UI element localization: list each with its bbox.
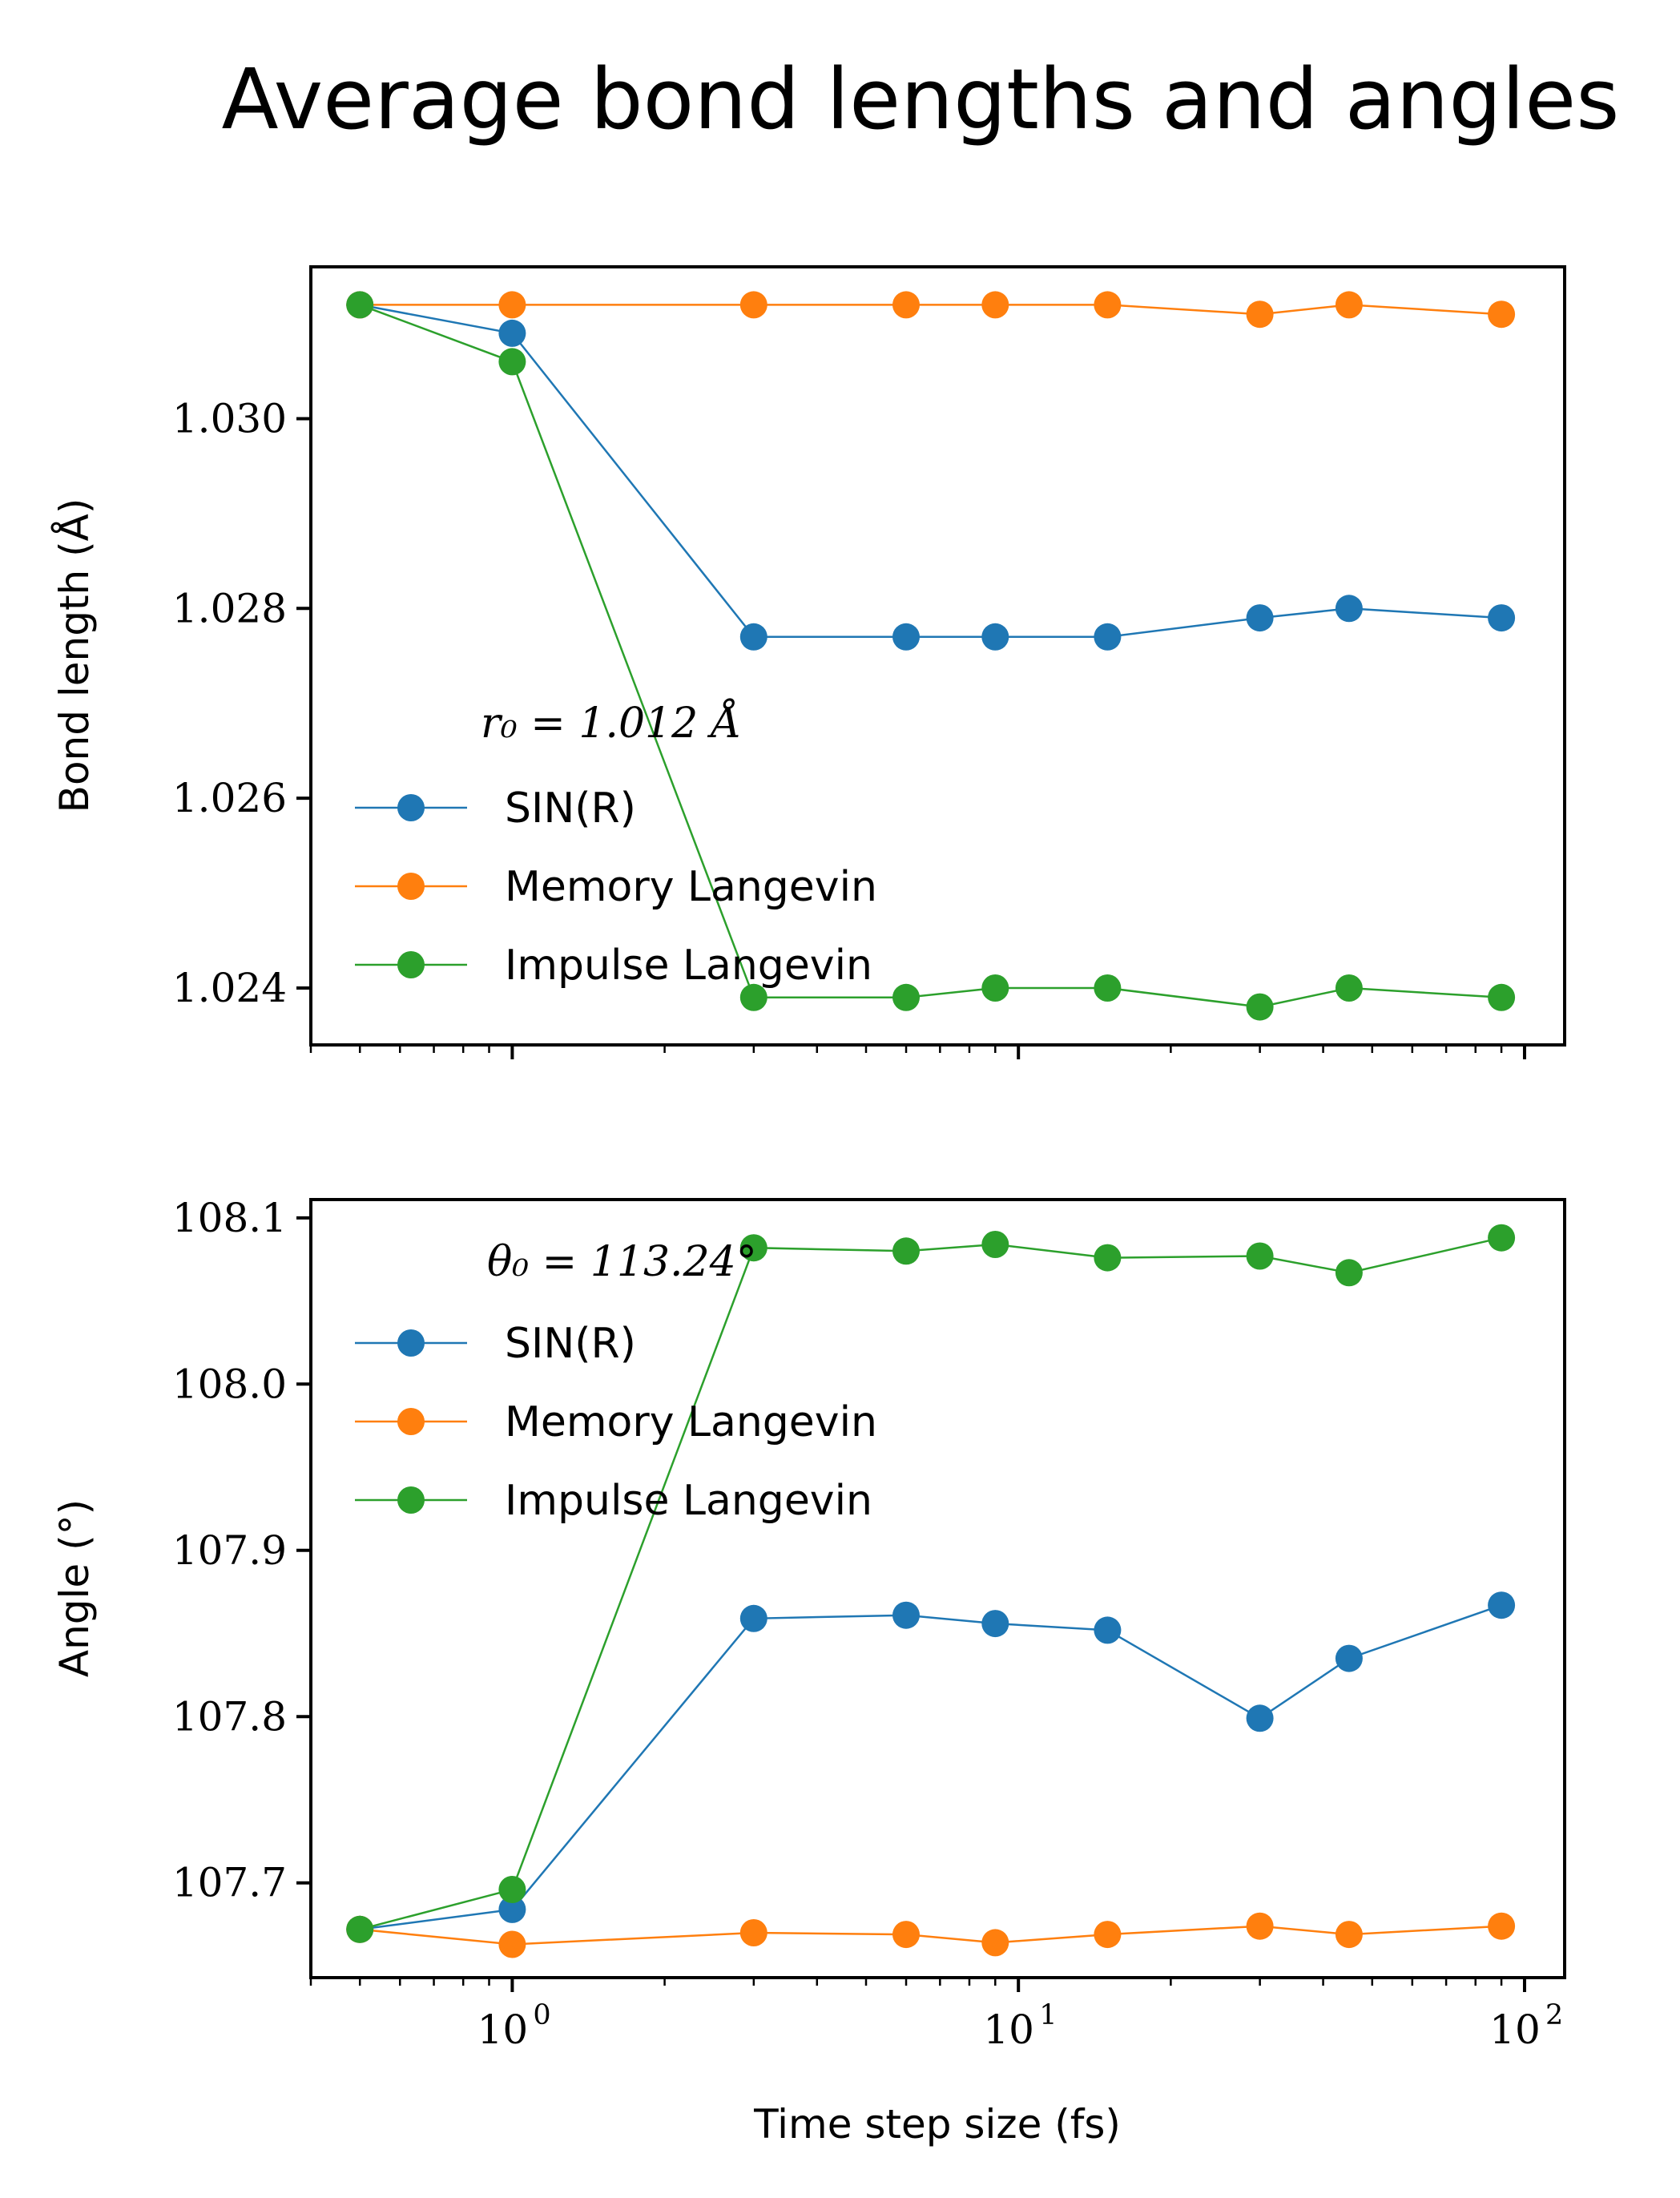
bond-length-sin-r-line bbox=[359, 304, 1502, 639]
angle-sin-r-point bbox=[739, 1604, 767, 1632]
angle-sin-r-point bbox=[1488, 1591, 1516, 1619]
bond-length-impulse-langevin-point bbox=[346, 291, 374, 319]
bond-length-legend-memory-langevin-marker bbox=[397, 873, 425, 900]
bond-length-memory-langevin-point bbox=[892, 291, 920, 319]
bond-length-sin-r-point bbox=[498, 319, 526, 347]
angle-sin-r-line bbox=[360, 1604, 1502, 1931]
bond-length-legend-memory-langevin-label: Memory Langevin bbox=[505, 863, 877, 911]
angle-legend-sin-r-marker bbox=[397, 1329, 425, 1357]
bond-length-legend-sin-r-marker bbox=[397, 794, 425, 821]
bond-length-impulse-langevin-point bbox=[498, 348, 526, 376]
angle-y-tick-label: 107.8 bbox=[172, 1693, 287, 1740]
angle-impulse-langevin-point bbox=[1488, 1224, 1516, 1252]
angle-x-tick-label: 10 bbox=[1489, 2006, 1541, 2053]
bond-length-y-tick-label: 1.028 bbox=[172, 585, 287, 631]
angle-legend-impulse-langevin-marker bbox=[397, 1486, 425, 1514]
bond-length-sin-r-point bbox=[981, 623, 1009, 651]
bond-length-impulse-langevin-point bbox=[739, 983, 767, 1011]
angle-legend-impulse-langevin-label: Impulse Langevin bbox=[505, 1477, 872, 1525]
bond-length-memory-langevin-point bbox=[981, 291, 1009, 319]
angle-memory-langevin-point bbox=[1246, 1912, 1274, 1940]
bond-length-memory-langevin-point bbox=[1094, 291, 1122, 319]
bond-length-sin-r-point bbox=[1094, 623, 1122, 651]
bond-length-sin-r-point bbox=[892, 623, 920, 651]
angle-impulse-langevin-point bbox=[1335, 1259, 1363, 1287]
angle-impulse-langevin-point bbox=[739, 1234, 767, 1262]
angle-sin-r-point bbox=[892, 1601, 920, 1629]
bond-length-sin-r-point bbox=[1246, 604, 1274, 632]
angle-sin-r-point bbox=[1246, 1704, 1274, 1732]
bond-length-y-tick-label: 1.030 bbox=[172, 395, 287, 442]
bond-length-memory-langevin-point bbox=[739, 291, 767, 319]
bond-length-y-tick-label: 1.026 bbox=[172, 775, 287, 821]
bond-length-legend-title: r₀ = 1.012 Å bbox=[481, 698, 741, 748]
bond-length-impulse-langevin-point bbox=[1335, 974, 1363, 1002]
angle-memory-langevin-point bbox=[498, 1930, 526, 1958]
angle-impulse-langevin-point bbox=[346, 1915, 374, 1943]
bond-length-y-axis-label: Bond length (Å) bbox=[51, 498, 98, 813]
angle-impulse-langevin-point bbox=[1246, 1242, 1274, 1270]
bond-length-legend-impulse-langevin-label: Impulse Langevin bbox=[505, 942, 872, 990]
bond-length-impulse-langevin-point bbox=[1488, 983, 1516, 1011]
angle-sin-r-point bbox=[981, 1610, 1009, 1638]
angle-sin-r-point bbox=[1335, 1644, 1363, 1672]
angle-series-layer bbox=[346, 1224, 1516, 1958]
angle-impulse-langevin-point bbox=[981, 1231, 1009, 1258]
angle-legend-sin-r-label: SIN(R) bbox=[505, 1320, 636, 1368]
bond-length-sin-r-point bbox=[1488, 604, 1516, 632]
angle-axes-frame bbox=[309, 1198, 1566, 1979]
angle-memory-langevin-point bbox=[1094, 1921, 1122, 1949]
x-axis-label: Time step size (fs) bbox=[753, 2101, 1121, 2148]
bond-length-panel: 1.024 1.026 1.028 1.030 Bond length (Å) r₀ … bbox=[51, 265, 1566, 1059]
angle-impulse-langevin-point bbox=[892, 1237, 920, 1265]
angle-x-tick-exponent: 1 bbox=[1039, 1999, 1057, 2031]
bond-length-impulse-langevin-point bbox=[1094, 974, 1122, 1002]
bond-length-legend-impulse-langevin-marker bbox=[397, 951, 425, 978]
angle-legend-title: θ₀ = 113.24° bbox=[487, 1238, 757, 1286]
angle-y-tick-label: 107.9 bbox=[172, 1527, 287, 1574]
angle-memory-langevin-line bbox=[360, 1925, 1502, 1946]
bond-length-series-layer bbox=[346, 291, 1516, 1021]
bond-length-impulse-langevin-point bbox=[1246, 993, 1274, 1021]
bond-length-y-tick-label: 1.024 bbox=[172, 965, 287, 1011]
bond-length-memory-langevin-point bbox=[1335, 291, 1363, 319]
angle-memory-langevin-point bbox=[1335, 1921, 1363, 1949]
angle-legend-memory-langevin-label: Memory Langevin bbox=[505, 1398, 877, 1446]
chart-title: Average bond lengths and angles bbox=[222, 50, 1620, 148]
angle-x-tick-exponent: 2 bbox=[1545, 1999, 1563, 2031]
angle-x-tick-exponent: 0 bbox=[533, 1999, 550, 2031]
angle-y-tick-label: 108.0 bbox=[172, 1361, 287, 1407]
bond-length-axes-frame bbox=[309, 265, 1566, 1047]
angle-x-tick-label: 10 bbox=[477, 2006, 529, 2053]
bond-length-impulse-langevin-point bbox=[892, 983, 920, 1011]
bond-length-legend-sin-r-label: SIN(R) bbox=[505, 784, 636, 833]
angle-legend-memory-langevin-marker bbox=[397, 1408, 425, 1435]
angle-impulse-langevin-point bbox=[1094, 1244, 1122, 1272]
bond-length-sin-r-point bbox=[739, 623, 767, 651]
bond-length-memory-langevin-point bbox=[1488, 300, 1516, 329]
angle-y-tick-label: 108.1 bbox=[172, 1195, 287, 1241]
bond-length-memory-langevin-point bbox=[498, 291, 526, 319]
angle-impulse-langevin-point bbox=[498, 1876, 526, 1903]
angle-y-tick-label: 107.7 bbox=[172, 1860, 287, 1906]
bond-length-ticks: 1.024 1.026 1.028 1.030 bbox=[172, 395, 1526, 1059]
angle-y-axis-label: Angle (°) bbox=[51, 1499, 98, 1677]
bond-length-legend: r₀ = 1.012 Å SIN(R) Memory Langevin Impuls… bbox=[355, 698, 877, 990]
angle-memory-langevin-point bbox=[981, 1929, 1009, 1957]
angle-memory-langevin-point bbox=[739, 1919, 767, 1946]
angle-memory-langevin-point bbox=[892, 1921, 920, 1949]
bond-length-memory-langevin-line bbox=[360, 304, 1502, 316]
angle-sin-r-point bbox=[498, 1895, 526, 1923]
angle-x-tick-label: 10 bbox=[983, 2006, 1034, 2053]
bond-length-memory-langevin-point bbox=[1246, 300, 1274, 329]
angle-sin-r-point bbox=[1094, 1616, 1122, 1644]
bond-length-sin-r-point bbox=[1335, 595, 1363, 623]
angle-memory-langevin-point bbox=[1488, 1912, 1516, 1940]
angle-legend: θ₀ = 113.24° SIN(R) Memory Langevin Impuls… bbox=[355, 1238, 877, 1525]
bond-length-impulse-langevin-point bbox=[981, 974, 1009, 1002]
